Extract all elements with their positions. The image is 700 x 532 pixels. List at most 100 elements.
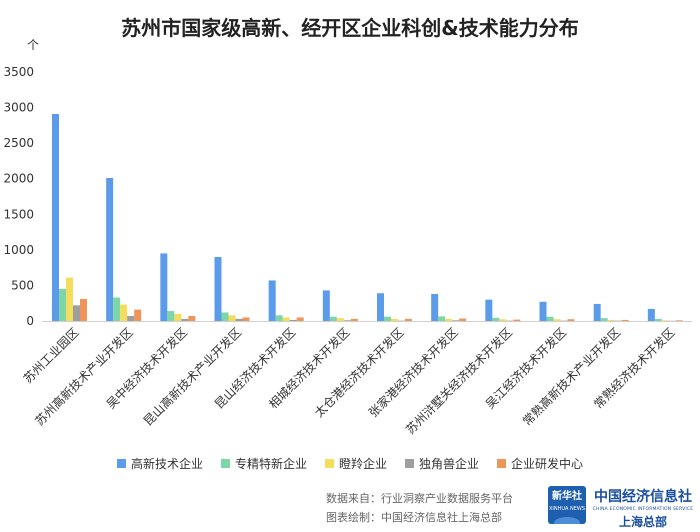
x-tick-label: 昆山高新技术产业开发区: [140, 325, 244, 429]
y-axis-unit-label: 个: [27, 38, 39, 52]
bar: [485, 299, 493, 321]
legend-label: 专精特新企业: [234, 457, 307, 471]
bar: [242, 317, 250, 321]
legend-label: 独角兽企业: [419, 457, 480, 471]
legend-item: 高新技术企业: [116, 455, 203, 472]
y-tick-label: 1500: [3, 207, 34, 221]
brand-sub: 上海总部: [618, 515, 667, 529]
bar: [654, 318, 662, 321]
bar: [343, 320, 351, 321]
bar: [322, 290, 330, 321]
globe-icon: [554, 517, 580, 524]
legend-item: 瞪羚企业: [324, 455, 387, 472]
bar: [452, 320, 460, 321]
bar: [499, 319, 507, 321]
bar: [214, 256, 222, 321]
legend-swatch: [405, 459, 414, 468]
bar: [513, 319, 521, 321]
brand-name: 中国经济信息社: [594, 489, 692, 505]
brand-name-en: CHINA ECONOMIC INFORMATION SERVICE: [592, 507, 694, 512]
bar: [221, 312, 229, 321]
bar: [66, 277, 73, 321]
legend-item: 企业研发中心: [497, 455, 583, 472]
bar: [647, 308, 655, 321]
footer: 数据来自：行业洞察产业数据服务平台 图表绘制：中国经济信息社上海总部: [326, 489, 513, 527]
bar: [492, 317, 500, 321]
legend-swatch: [220, 459, 230, 468]
bar: [593, 303, 601, 321]
y-tick-label: 2000: [3, 172, 34, 186]
bar: [80, 298, 87, 321]
bar: [553, 319, 561, 321]
source-note: 数据来自：行业洞察产业数据服务平台: [326, 492, 513, 505]
bar: [329, 316, 337, 321]
bar: [282, 317, 290, 321]
x-tick-label: 常熟高新技术产业开发区: [519, 325, 623, 429]
x-tick-label: 苏州浒墅关经济技术开发区: [403, 325, 515, 437]
bar: [52, 113, 59, 321]
y-tick-label: 0: [26, 314, 34, 328]
bar: [384, 316, 391, 321]
x-tick-label: 苏州工业园区: [21, 325, 82, 386]
bar: [377, 293, 384, 321]
bar: [567, 319, 575, 321]
bar: [188, 316, 196, 321]
bar: [174, 313, 182, 321]
bar: [438, 316, 446, 321]
bar: [235, 318, 243, 321]
bar: [113, 297, 121, 321]
bar: [268, 280, 276, 321]
x-tick-label: 太仓港经济技术开发区: [311, 325, 406, 420]
legend-label: 瞪羚企业: [338, 457, 387, 471]
legend-swatch: [116, 459, 126, 468]
bar: [350, 318, 358, 321]
bar: [296, 317, 304, 321]
xinhua-logo-text: 新华社: [552, 491, 582, 502]
xinhua-logo: 新华社 XINHUA NEWS: [548, 486, 586, 524]
credit-note: 图表绘制：中国经济信息社上海总部: [326, 511, 502, 524]
bar: [405, 318, 412, 321]
bar: [459, 318, 467, 321]
bar: [167, 311, 175, 321]
bar: [106, 178, 114, 321]
x-tick-label: 张家港经济技术开发区: [365, 325, 460, 420]
xinhua-logo-en: XINHUA NEWS: [548, 506, 586, 512]
bar: [431, 293, 439, 321]
bar: [73, 305, 80, 321]
y-tick-label: 3000: [3, 101, 34, 115]
legend-swatch: [324, 459, 334, 468]
x-tick-label: 苏州高新技术产业开发区: [32, 325, 136, 429]
bar: [546, 316, 554, 321]
bar: [621, 319, 629, 321]
legend-label: 企业研发中心: [511, 457, 584, 471]
bar: [391, 318, 398, 321]
legend: 高新技术企业 专精特新企业 瞪羚企业 独角兽企业 企业研发中心: [0, 455, 700, 472]
bar: [59, 288, 66, 321]
bar: [445, 318, 453, 321]
bar: [539, 301, 547, 321]
bar: [181, 318, 189, 321]
bar: [275, 315, 283, 321]
bar: [600, 318, 608, 321]
y-tick-label: 3500: [3, 65, 34, 79]
bar: [289, 319, 297, 321]
y-tick-label: 2500: [3, 136, 34, 150]
bar: [120, 304, 128, 321]
bar: [127, 316, 135, 321]
bar: [661, 320, 669, 321]
y-tick-label: 500: [11, 278, 34, 292]
bar: [336, 318, 344, 321]
bar: [134, 309, 142, 321]
brand-block: 中国经济信息社 CHINA ECONOMIC INFORMATION SERVI…: [591, 486, 695, 530]
bar: [675, 320, 683, 321]
bar: [160, 253, 168, 321]
legend-label: 高新技术企业: [130, 457, 203, 471]
legend-item: 独角兽企业: [405, 455, 479, 472]
legend-swatch: [497, 459, 507, 468]
legend-item: 专精特新企业: [220, 455, 307, 472]
bar: [228, 315, 236, 321]
y-tick-label: 1000: [3, 243, 34, 257]
chart-title: 苏州市国家级高新、经开区企业科创&技术能力分布: [121, 16, 579, 40]
bar: [607, 319, 615, 321]
